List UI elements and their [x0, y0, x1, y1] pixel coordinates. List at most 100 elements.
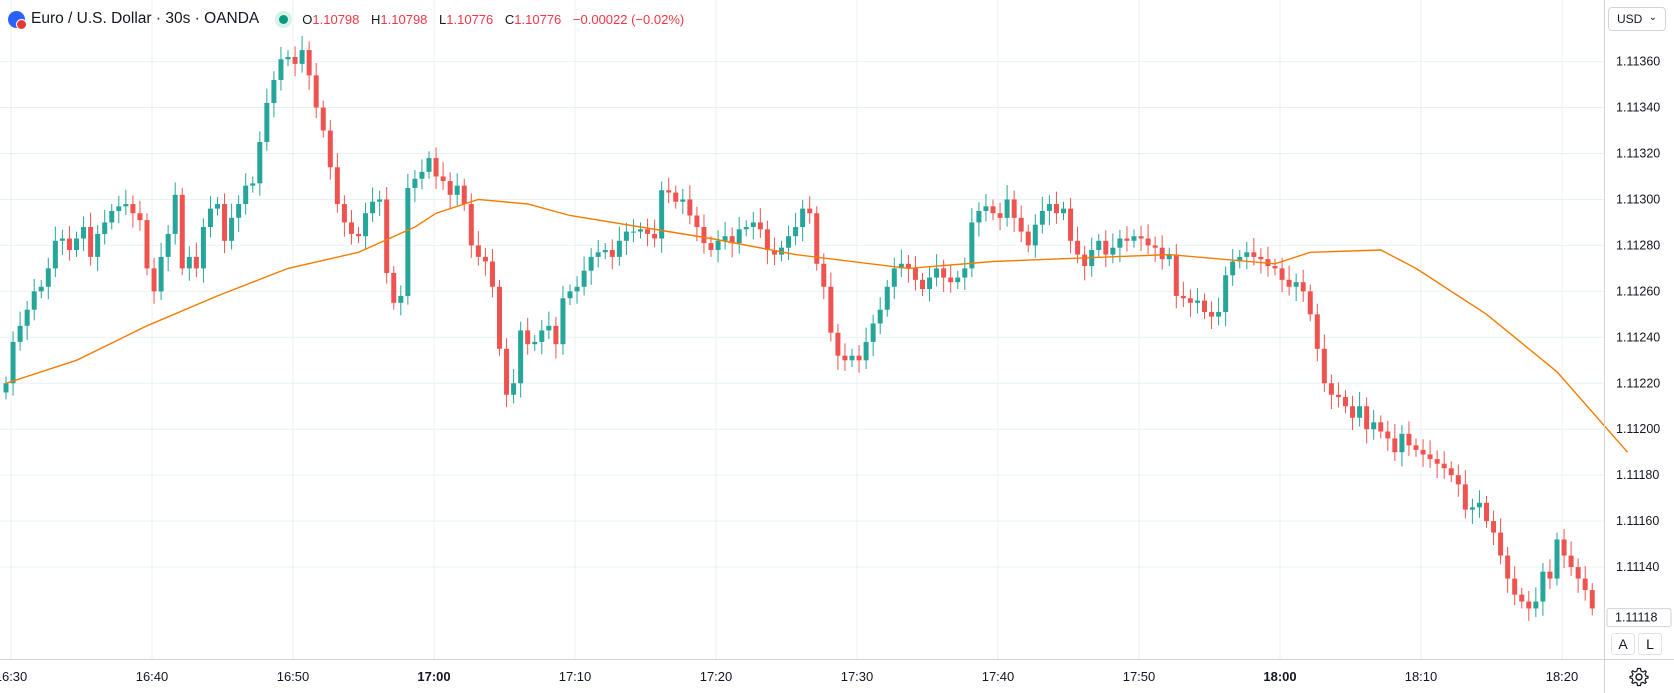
candle-body	[1568, 555, 1574, 568]
gear-icon[interactable]	[1628, 666, 1650, 688]
market-status-icon[interactable]	[279, 14, 289, 24]
candle	[912, 255, 918, 291]
last-price-label: 1.11118	[1615, 611, 1657, 625]
candle-body	[997, 213, 1003, 218]
candle	[10, 331, 16, 396]
candle	[595, 239, 601, 268]
symbol-title[interactable]: Euro / U.S. Dollar · 30s · OANDA	[31, 10, 260, 27]
high-value: 1.10798	[380, 11, 428, 27]
candle	[997, 202, 1003, 231]
candle	[1498, 518, 1504, 565]
candle-body	[1187, 298, 1193, 303]
candle	[955, 270, 961, 290]
candle	[1300, 269, 1306, 302]
time-tick-label: 17:20	[700, 669, 733, 684]
candle	[1251, 238, 1257, 266]
candle-body	[1491, 521, 1497, 533]
low-value: 1.10776	[446, 11, 494, 27]
close-value: 1.10776	[514, 11, 562, 27]
candle-body	[482, 256, 488, 262]
candle	[969, 208, 975, 278]
candle-body	[52, 240, 58, 269]
candle	[1173, 244, 1179, 309]
candle	[1335, 382, 1341, 408]
candle-body	[1385, 431, 1391, 439]
candle	[1068, 198, 1074, 254]
candle-body	[616, 240, 622, 257]
candle-body	[222, 204, 228, 241]
candle-body	[348, 222, 354, 234]
candle-body	[673, 192, 679, 202]
candle	[264, 88, 270, 151]
auto-scale-button[interactable]: A	[1611, 633, 1635, 655]
candle-body	[1519, 594, 1525, 602]
candle	[1272, 259, 1278, 276]
candle	[990, 199, 996, 221]
candle	[130, 195, 136, 228]
candle	[45, 257, 51, 300]
candle-body	[327, 130, 333, 168]
candle	[736, 216, 742, 254]
candle	[222, 193, 228, 254]
candle	[1075, 226, 1081, 264]
candle	[1540, 562, 1546, 616]
candle-body	[1018, 217, 1024, 232]
candle-body	[694, 215, 700, 228]
candle	[1547, 559, 1553, 590]
candle-body	[1152, 245, 1158, 248]
candle	[764, 220, 770, 265]
candle-body	[1046, 204, 1052, 211]
candle	[1216, 297, 1222, 326]
candle	[856, 345, 862, 373]
candle-body	[215, 204, 220, 209]
candle-body	[229, 217, 235, 241]
candle-body	[990, 206, 996, 214]
candle	[31, 278, 37, 321]
candle	[1230, 249, 1236, 286]
candle	[1004, 185, 1010, 227]
candle-body	[66, 238, 72, 250]
candle	[461, 178, 467, 211]
currency-unit-button[interactable]: USD ⌄	[1608, 7, 1666, 31]
candle-body	[750, 222, 756, 228]
candles	[3, 35, 1595, 621]
candle	[652, 219, 658, 248]
candle-body	[236, 204, 242, 218]
symbol-flag-icon[interactable]	[8, 10, 27, 30]
candle-body	[807, 208, 813, 214]
candle-body	[1145, 238, 1151, 246]
candle-body	[433, 158, 439, 177]
candle-body	[1011, 199, 1017, 218]
candle	[454, 173, 460, 206]
candle	[1491, 510, 1497, 546]
candle-body	[172, 194, 178, 234]
candle	[722, 221, 728, 250]
currency-unit-label: USD	[1617, 12, 1643, 26]
candle	[546, 311, 552, 340]
candle-body	[779, 247, 784, 255]
time-tick-label: 16:40	[136, 669, 169, 684]
candle	[638, 222, 643, 239]
time-tick-label: 17:30	[841, 669, 874, 684]
candle	[179, 187, 185, 276]
candle	[1350, 395, 1356, 431]
candle-body	[1237, 256, 1243, 262]
candle	[74, 231, 79, 257]
candle-body	[116, 206, 122, 211]
candle-body	[1300, 282, 1306, 292]
candle	[1392, 424, 1398, 461]
candle-body	[1117, 238, 1123, 248]
candle-body	[158, 256, 164, 292]
candle-body	[1230, 261, 1236, 276]
change-value: −0.00022 (−0.02%)	[572, 11, 685, 27]
candle-body	[292, 56, 298, 64]
candle	[757, 208, 763, 239]
log-scale-button[interactable]: L	[1638, 633, 1662, 655]
time-tick-label: 17:40	[982, 669, 1015, 684]
candle-body	[835, 332, 841, 356]
candle	[743, 220, 749, 237]
candle	[95, 225, 101, 272]
candle	[687, 185, 693, 225]
candle	[1180, 281, 1186, 307]
